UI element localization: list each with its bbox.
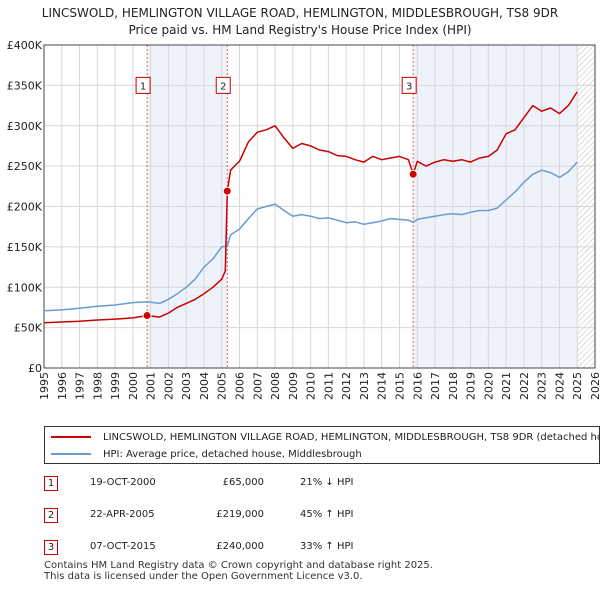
legend: LINCSWOLD, HEMLINGTON VILLAGE ROAD, HEML… xyxy=(44,426,600,464)
y-tick-label: £100K xyxy=(7,281,43,294)
transaction-badge: 3 xyxy=(44,540,58,555)
hpi-line xyxy=(43,161,578,312)
sale-point-2 xyxy=(222,186,232,196)
y-tick-label: £0 xyxy=(28,362,42,375)
x-tick-label: 2007 xyxy=(251,372,264,400)
table-row: 1 19-OCT-2000 £65,000 21% ↓ HPI xyxy=(44,476,384,494)
footer-copyright: Contains HM Land Registry data © Crown c… xyxy=(44,560,433,571)
x-tick-label: 1999 xyxy=(109,372,122,400)
legend-hpi-line xyxy=(51,453,91,455)
price-chart: 1 2 3 £0 £50K £100K £150K £200K £250K £300K £350K £… xyxy=(7,39,600,400)
transaction-hpi-delta: 33% ↑ HPI xyxy=(300,541,354,552)
x-tick-label: 2015 xyxy=(393,372,406,400)
x-tick-label: 2002 xyxy=(162,372,175,400)
transaction-hpi-delta: 21% ↓ HPI xyxy=(300,477,354,488)
y-tick-label: £250K xyxy=(7,160,43,173)
y-tick-label: £400K xyxy=(7,39,43,52)
sale-point-1 xyxy=(142,311,152,321)
legend-item-price: LINCSWOLD, HEMLINGTON VILLAGE ROAD, HEML… xyxy=(45,428,600,446)
transaction-price: £240,000 xyxy=(216,541,264,552)
chart-title: LINCSWOLD, HEMLINGTON VILLAGE ROAD, HEML… xyxy=(41,6,559,20)
legend-hpi-label: HPI: Average price, detached house, Midd… xyxy=(103,448,362,460)
x-tick-label: 2025 xyxy=(571,372,584,400)
x-tick-label: 2001 xyxy=(145,372,158,400)
marker-3-label: 3 xyxy=(406,81,412,92)
x-tick-label: 1997 xyxy=(74,372,87,400)
marker-3-box xyxy=(401,76,417,94)
footer: Contains HM Land Registry data © Crown c… xyxy=(44,560,433,582)
x-tick-label: 2004 xyxy=(198,372,211,400)
x-tick-label: 2008 xyxy=(269,372,282,400)
transaction-badge: 2 xyxy=(44,508,58,523)
table-row: 2 22-APR-2005 £219,000 45% ↑ HPI xyxy=(44,508,384,526)
x-tick-label: 2006 xyxy=(234,372,247,400)
transaction-date: 22-APR-2005 xyxy=(90,509,155,520)
chart-subtitle: Price paid vs. HM Land Registry's House … xyxy=(128,23,472,37)
legend-price-label: LINCSWOLD, HEMLINGTON VILLAGE ROAD, HEML… xyxy=(103,431,600,443)
legend-price-line xyxy=(51,436,91,438)
y-tick-label: £200K xyxy=(7,201,43,214)
x-tick-label: 2023 xyxy=(536,372,549,400)
x-tick-label: 2026 xyxy=(589,372,600,400)
x-tick-label: 2019 xyxy=(465,372,478,400)
x-tick-label: 2009 xyxy=(287,372,300,400)
y-tick-label: £300K xyxy=(7,120,43,133)
x-tick-label: 1998 xyxy=(91,372,104,400)
x-tick-label: 2016 xyxy=(411,372,424,400)
footer-licence: This data is licensed under the Open Gov… xyxy=(44,571,363,582)
plot-frame xyxy=(43,44,596,369)
y-tick-label: £150K xyxy=(7,241,43,254)
x-tick-label: 2018 xyxy=(447,372,460,400)
x-tick-label: 1995 xyxy=(38,372,51,400)
marker-1-label: 1 xyxy=(140,81,146,92)
transaction-badge: 1 xyxy=(44,476,58,491)
legend-item-hpi: HPI: Average price, detached house, Midd… xyxy=(45,445,362,463)
x-tick-label: 1996 xyxy=(56,372,69,400)
transaction-price: £65,000 xyxy=(222,477,264,488)
x-tick-label: 2010 xyxy=(305,372,318,400)
x-tick-label: 2000 xyxy=(127,372,140,400)
transaction-hpi-delta: 45% ↑ HPI xyxy=(300,509,354,520)
transaction-date: 07-OCT-2015 xyxy=(90,541,156,552)
x-tick-label: 2021 xyxy=(500,372,513,400)
x-tick-label: 2022 xyxy=(518,372,531,400)
sale-point-3 xyxy=(408,169,418,179)
y-tick-label: £350K xyxy=(7,79,43,92)
x-tick-label: 2005 xyxy=(216,372,229,400)
transaction-price: £219,000 xyxy=(216,509,264,520)
x-tick-label: 2014 xyxy=(376,372,389,400)
y-tick-label: £50K xyxy=(14,322,43,335)
x-tick-label: 2024 xyxy=(553,372,566,400)
x-tick-label: 2012 xyxy=(340,372,353,400)
transaction-date: 19-OCT-2000 xyxy=(90,477,156,488)
table-row: 3 07-OCT-2015 £240,000 33% ↑ HPI xyxy=(44,540,384,558)
marker-2-label: 2 xyxy=(220,81,226,92)
x-tick-label: 2011 xyxy=(322,372,335,400)
marker-2-box xyxy=(215,76,231,94)
x-tick-label: 2017 xyxy=(429,372,442,400)
x-tick-label: 2020 xyxy=(482,372,495,400)
marker-1-box xyxy=(135,76,151,94)
x-tick-label: 2013 xyxy=(358,372,371,400)
x-tick-label: 2003 xyxy=(180,372,193,400)
price-paid-line xyxy=(43,91,578,324)
